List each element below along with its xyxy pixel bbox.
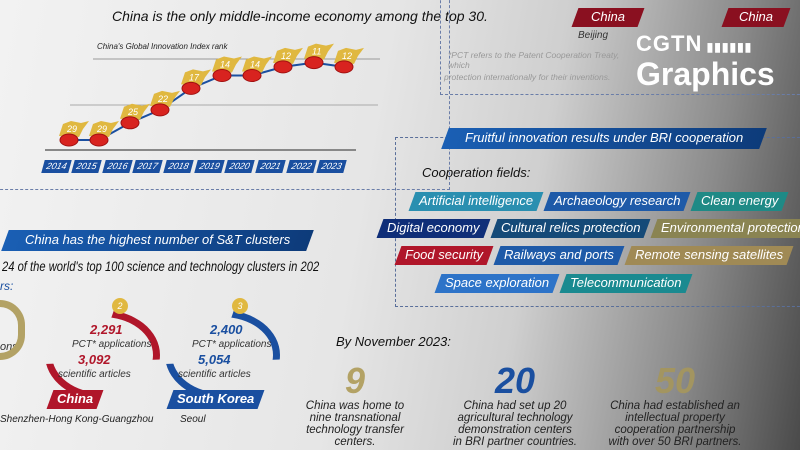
rank-badge xyxy=(242,56,272,73)
year-label: 2015 xyxy=(71,160,102,173)
rank-line xyxy=(69,61,345,141)
field-tag: Space exploration xyxy=(434,274,560,293)
stat-number: 20 xyxy=(494,360,536,401)
country-tag: South Korea xyxy=(166,390,265,409)
year-label: 2019 xyxy=(194,160,225,173)
rank-label: 14 xyxy=(220,60,230,70)
rank-point xyxy=(150,103,170,117)
rank-badge xyxy=(120,103,150,120)
field-tag: Clean energy xyxy=(690,192,789,211)
section-border xyxy=(0,0,450,190)
stat-description: China had established an intellectual pro… xyxy=(608,400,742,448)
year-label: 2022 xyxy=(286,160,317,173)
articles-label: scientific articles xyxy=(178,369,251,380)
year-label: 2017 xyxy=(132,160,163,173)
footnote: protection internationally for their inv… xyxy=(444,72,611,82)
pct-value: 2,400 xyxy=(210,322,243,337)
year-label: 2023 xyxy=(316,160,347,173)
rank-point xyxy=(59,133,79,147)
rank-label: 17 xyxy=(189,72,200,82)
section-border xyxy=(440,0,800,95)
ring-arc xyxy=(0,300,25,360)
rank-badge xyxy=(304,43,334,60)
rank-badge xyxy=(59,121,89,137)
rank-label: 29 xyxy=(66,124,77,134)
pct-label: PCT* applications xyxy=(192,339,272,350)
rank-badge xyxy=(150,90,180,107)
rank-label: 11 xyxy=(312,47,321,57)
rank-chart: 29 29 25 22 17 14 14 12 11 12 xyxy=(45,43,380,151)
rank-label: 25 xyxy=(127,107,139,117)
rank-badge: 3 xyxy=(232,298,248,314)
rank-badge xyxy=(334,47,364,64)
pct-value: 2,291 xyxy=(90,322,123,337)
chart-label: China's Global Innovation Index rank xyxy=(97,42,228,51)
rank-label: 29 xyxy=(96,124,107,134)
field-tag: Telecommunication xyxy=(559,274,692,293)
rank-point xyxy=(181,81,201,95)
stat-description: China had set up 20 agricultural technolo… xyxy=(452,400,577,448)
rank-point xyxy=(120,116,140,130)
field-tag: Remote sensing satellites xyxy=(624,246,794,265)
field-tag: Artificial intelligence xyxy=(408,192,544,211)
field-tag: Cultural relics protection xyxy=(490,219,651,238)
headline: China is the only middle-income economy … xyxy=(112,8,488,24)
rank-label: 12 xyxy=(342,51,352,61)
rank-point xyxy=(334,60,354,74)
field-tag: Food security xyxy=(394,246,494,265)
city-label: Seoul xyxy=(180,414,206,425)
rank-badge xyxy=(212,56,242,73)
rank-label: 12 xyxy=(281,51,291,61)
city-label: Shenzhen-Hong Kong-Guangzhou xyxy=(0,414,154,425)
year-label: 2016 xyxy=(102,160,133,173)
stat-description: China was home to nine transnational techn… xyxy=(305,400,405,448)
rank-point xyxy=(304,56,324,70)
partial-label: rs: xyxy=(0,279,14,293)
field-tag: Railways and ports xyxy=(493,246,625,265)
logo: CGTN ▮▮▮▮▮▮ xyxy=(636,31,753,56)
clusters-subtitle: 24 of the world's top 100 science and te… xyxy=(2,258,320,274)
articles-value: 3,092 xyxy=(78,352,111,367)
logo-text: Graphics xyxy=(636,56,775,92)
rank-point xyxy=(89,133,109,147)
rank-point xyxy=(273,60,293,74)
rank-point xyxy=(212,69,232,82)
year-label: 2018 xyxy=(163,160,194,173)
year-label: 2021 xyxy=(255,160,286,173)
stat-number: 50 xyxy=(654,360,696,401)
rank-badge: 2 xyxy=(112,298,128,314)
rank-point xyxy=(242,69,262,82)
year-label: 2014 xyxy=(41,160,72,173)
pct-label: PCT* applications xyxy=(72,339,152,350)
city-label: Beijing xyxy=(578,30,609,41)
field-tag: Digital economy xyxy=(376,219,490,238)
articles-value: 5,054 xyxy=(198,352,231,367)
year-label: 2020 xyxy=(224,160,255,173)
bri-banner: Fruitful innovation results under BRI co… xyxy=(441,128,768,149)
date-label: By November 2023: xyxy=(336,334,451,349)
rank-badge xyxy=(89,121,119,137)
field-tag: Environmental protection xyxy=(650,219,800,238)
clusters-banner: China has the highest number of S&T clus… xyxy=(1,230,315,251)
articles-label: scientific articles xyxy=(58,369,131,380)
footnote: *PCT refers to the Patent Cooperation Tr… xyxy=(448,50,620,70)
rank-badge xyxy=(273,47,303,64)
fields-label: Cooperation fields: xyxy=(422,165,531,180)
rank-label: 22 xyxy=(157,94,168,104)
country-tag: China xyxy=(46,390,104,409)
stat-number: 9 xyxy=(344,360,366,401)
field-tag: Archaeology research xyxy=(543,192,691,211)
rank-label: 14 xyxy=(250,60,260,70)
rank-badge xyxy=(181,69,211,86)
